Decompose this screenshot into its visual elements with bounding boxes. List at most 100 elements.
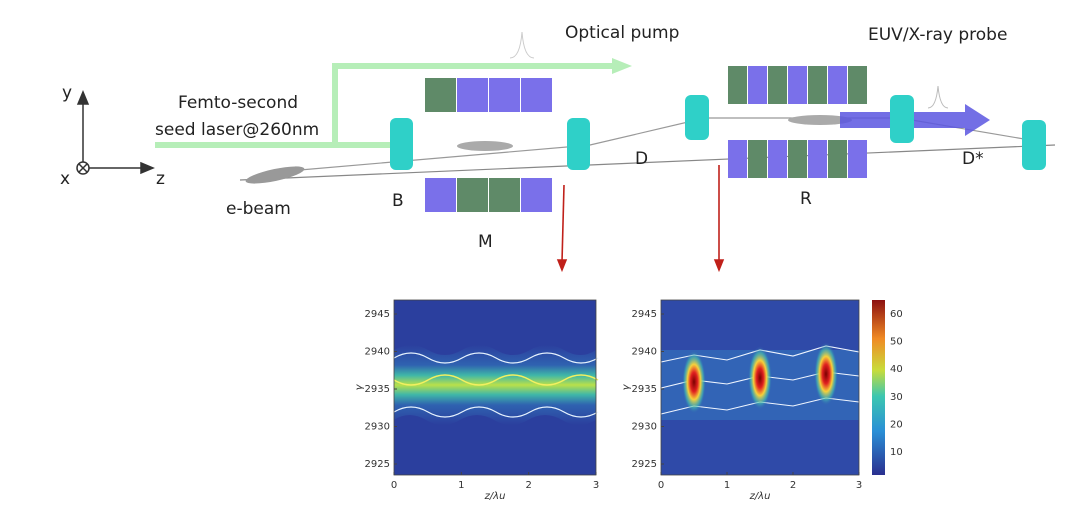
label: R <box>800 189 812 209</box>
axis-label: z <box>156 169 165 189</box>
magnet-block <box>748 140 767 178</box>
pulse-shape <box>509 31 535 59</box>
magnet-block <box>728 140 747 178</box>
electron-bunch <box>457 141 513 151</box>
magnet-block <box>828 140 847 178</box>
label: seed laser@260nm <box>155 120 319 140</box>
contour <box>393 352 599 364</box>
x-axis-cross <box>78 163 88 173</box>
y-tick-label: 2925 <box>365 459 390 470</box>
magnet-block <box>848 140 867 178</box>
magnet-block <box>457 178 488 212</box>
heatmap-band <box>394 345 596 425</box>
magnet-block <box>808 140 827 178</box>
hot-spot <box>814 342 838 406</box>
label: EUV/X-ray probe <box>868 25 1007 45</box>
label: B <box>392 191 404 211</box>
x-tick-label: 2 <box>790 480 796 491</box>
x-tick-label: 3 <box>856 480 862 491</box>
pointer-arrows <box>556 165 725 273</box>
heatmap-right <box>660 300 885 475</box>
plot-frame <box>393 299 597 476</box>
contour <box>393 406 599 418</box>
magnet-block <box>848 66 867 104</box>
undulator-magnets <box>425 66 867 212</box>
plot-frame <box>660 299 860 476</box>
heatmap-left <box>393 300 599 475</box>
magnet-block <box>489 78 520 112</box>
label: e-beam <box>226 199 291 219</box>
pulse-shape <box>927 85 949 109</box>
mirror-block <box>390 118 413 170</box>
hot-spot <box>748 346 772 410</box>
arrowhead <box>76 90 90 105</box>
electron-bunch <box>245 166 305 184</box>
colorbar-tick-label: 40 <box>890 364 903 375</box>
x-tick-label: 1 <box>724 480 730 491</box>
y-tick-label: 2925 <box>632 459 657 470</box>
magnet-block <box>768 66 787 104</box>
x-tick-label: 2 <box>525 480 531 491</box>
y-axis-label: γ <box>621 383 632 390</box>
y-tick-label: 2940 <box>365 347 390 358</box>
axis-label: x <box>60 169 70 189</box>
y-tick-label: 2935 <box>632 384 657 395</box>
optical-elements <box>390 95 1046 170</box>
x-axis-label: z/λu <box>749 491 771 502</box>
y-tick-label: 2930 <box>632 422 657 433</box>
x-tick-label: 1 <box>458 480 464 491</box>
colorbar-tick-label: 30 <box>890 392 903 403</box>
y-tick-label: 2945 <box>632 309 657 320</box>
y-tick-label: 2940 <box>632 347 657 358</box>
mirror-block <box>567 118 590 170</box>
contour <box>393 374 599 386</box>
x-tick-label: 3 <box>593 480 599 491</box>
x-axis-label: z/λu <box>484 491 506 502</box>
arrowhead <box>713 259 725 273</box>
colorbar-tick-label: 50 <box>890 337 903 348</box>
x-tick-label: 0 <box>658 480 664 491</box>
magnet-block <box>425 178 456 212</box>
mirror-block <box>890 95 914 143</box>
mirror-block <box>685 95 709 140</box>
arrowhead <box>612 58 632 74</box>
y-tick-label: 2930 <box>365 422 390 433</box>
magnet-block <box>521 78 552 112</box>
axes-icon <box>76 90 155 175</box>
magnet-block <box>748 66 767 104</box>
axis-label: y <box>62 83 72 103</box>
magnet-block <box>521 178 552 212</box>
magnet-block <box>728 66 747 104</box>
label: Optical pump <box>565 23 679 43</box>
magnet-block <box>489 178 520 212</box>
y-tick-label: 2935 <box>365 384 390 395</box>
arrow <box>561 184 565 263</box>
magnet-block <box>828 66 847 104</box>
mirror-block <box>1022 120 1046 170</box>
pump-beam <box>332 63 615 145</box>
electron-bunch <box>788 115 852 125</box>
magnet-block <box>808 66 827 104</box>
arrowhead <box>556 259 568 273</box>
colorbar-tick-label: 20 <box>890 419 903 430</box>
arrowhead <box>140 161 155 175</box>
magnet-block <box>788 66 807 104</box>
magnet-block <box>768 140 787 178</box>
optical-pump-beam <box>155 63 615 148</box>
probe-arrow <box>840 104 990 136</box>
label: D* <box>962 149 984 169</box>
magnet-block <box>788 140 807 178</box>
x-tick-label: 0 <box>391 480 397 491</box>
colorbar <box>872 300 885 475</box>
y-tick-label: 2945 <box>365 309 390 320</box>
magnet-block <box>425 78 456 112</box>
magnet-block <box>457 78 488 112</box>
y-axis-label: γ <box>354 383 365 390</box>
colorbar-tick-label: 10 <box>890 447 903 458</box>
label: M <box>478 232 493 252</box>
label: D <box>635 149 648 169</box>
colorbar-tick-label: 60 <box>890 309 903 320</box>
hot-spot <box>682 350 706 414</box>
